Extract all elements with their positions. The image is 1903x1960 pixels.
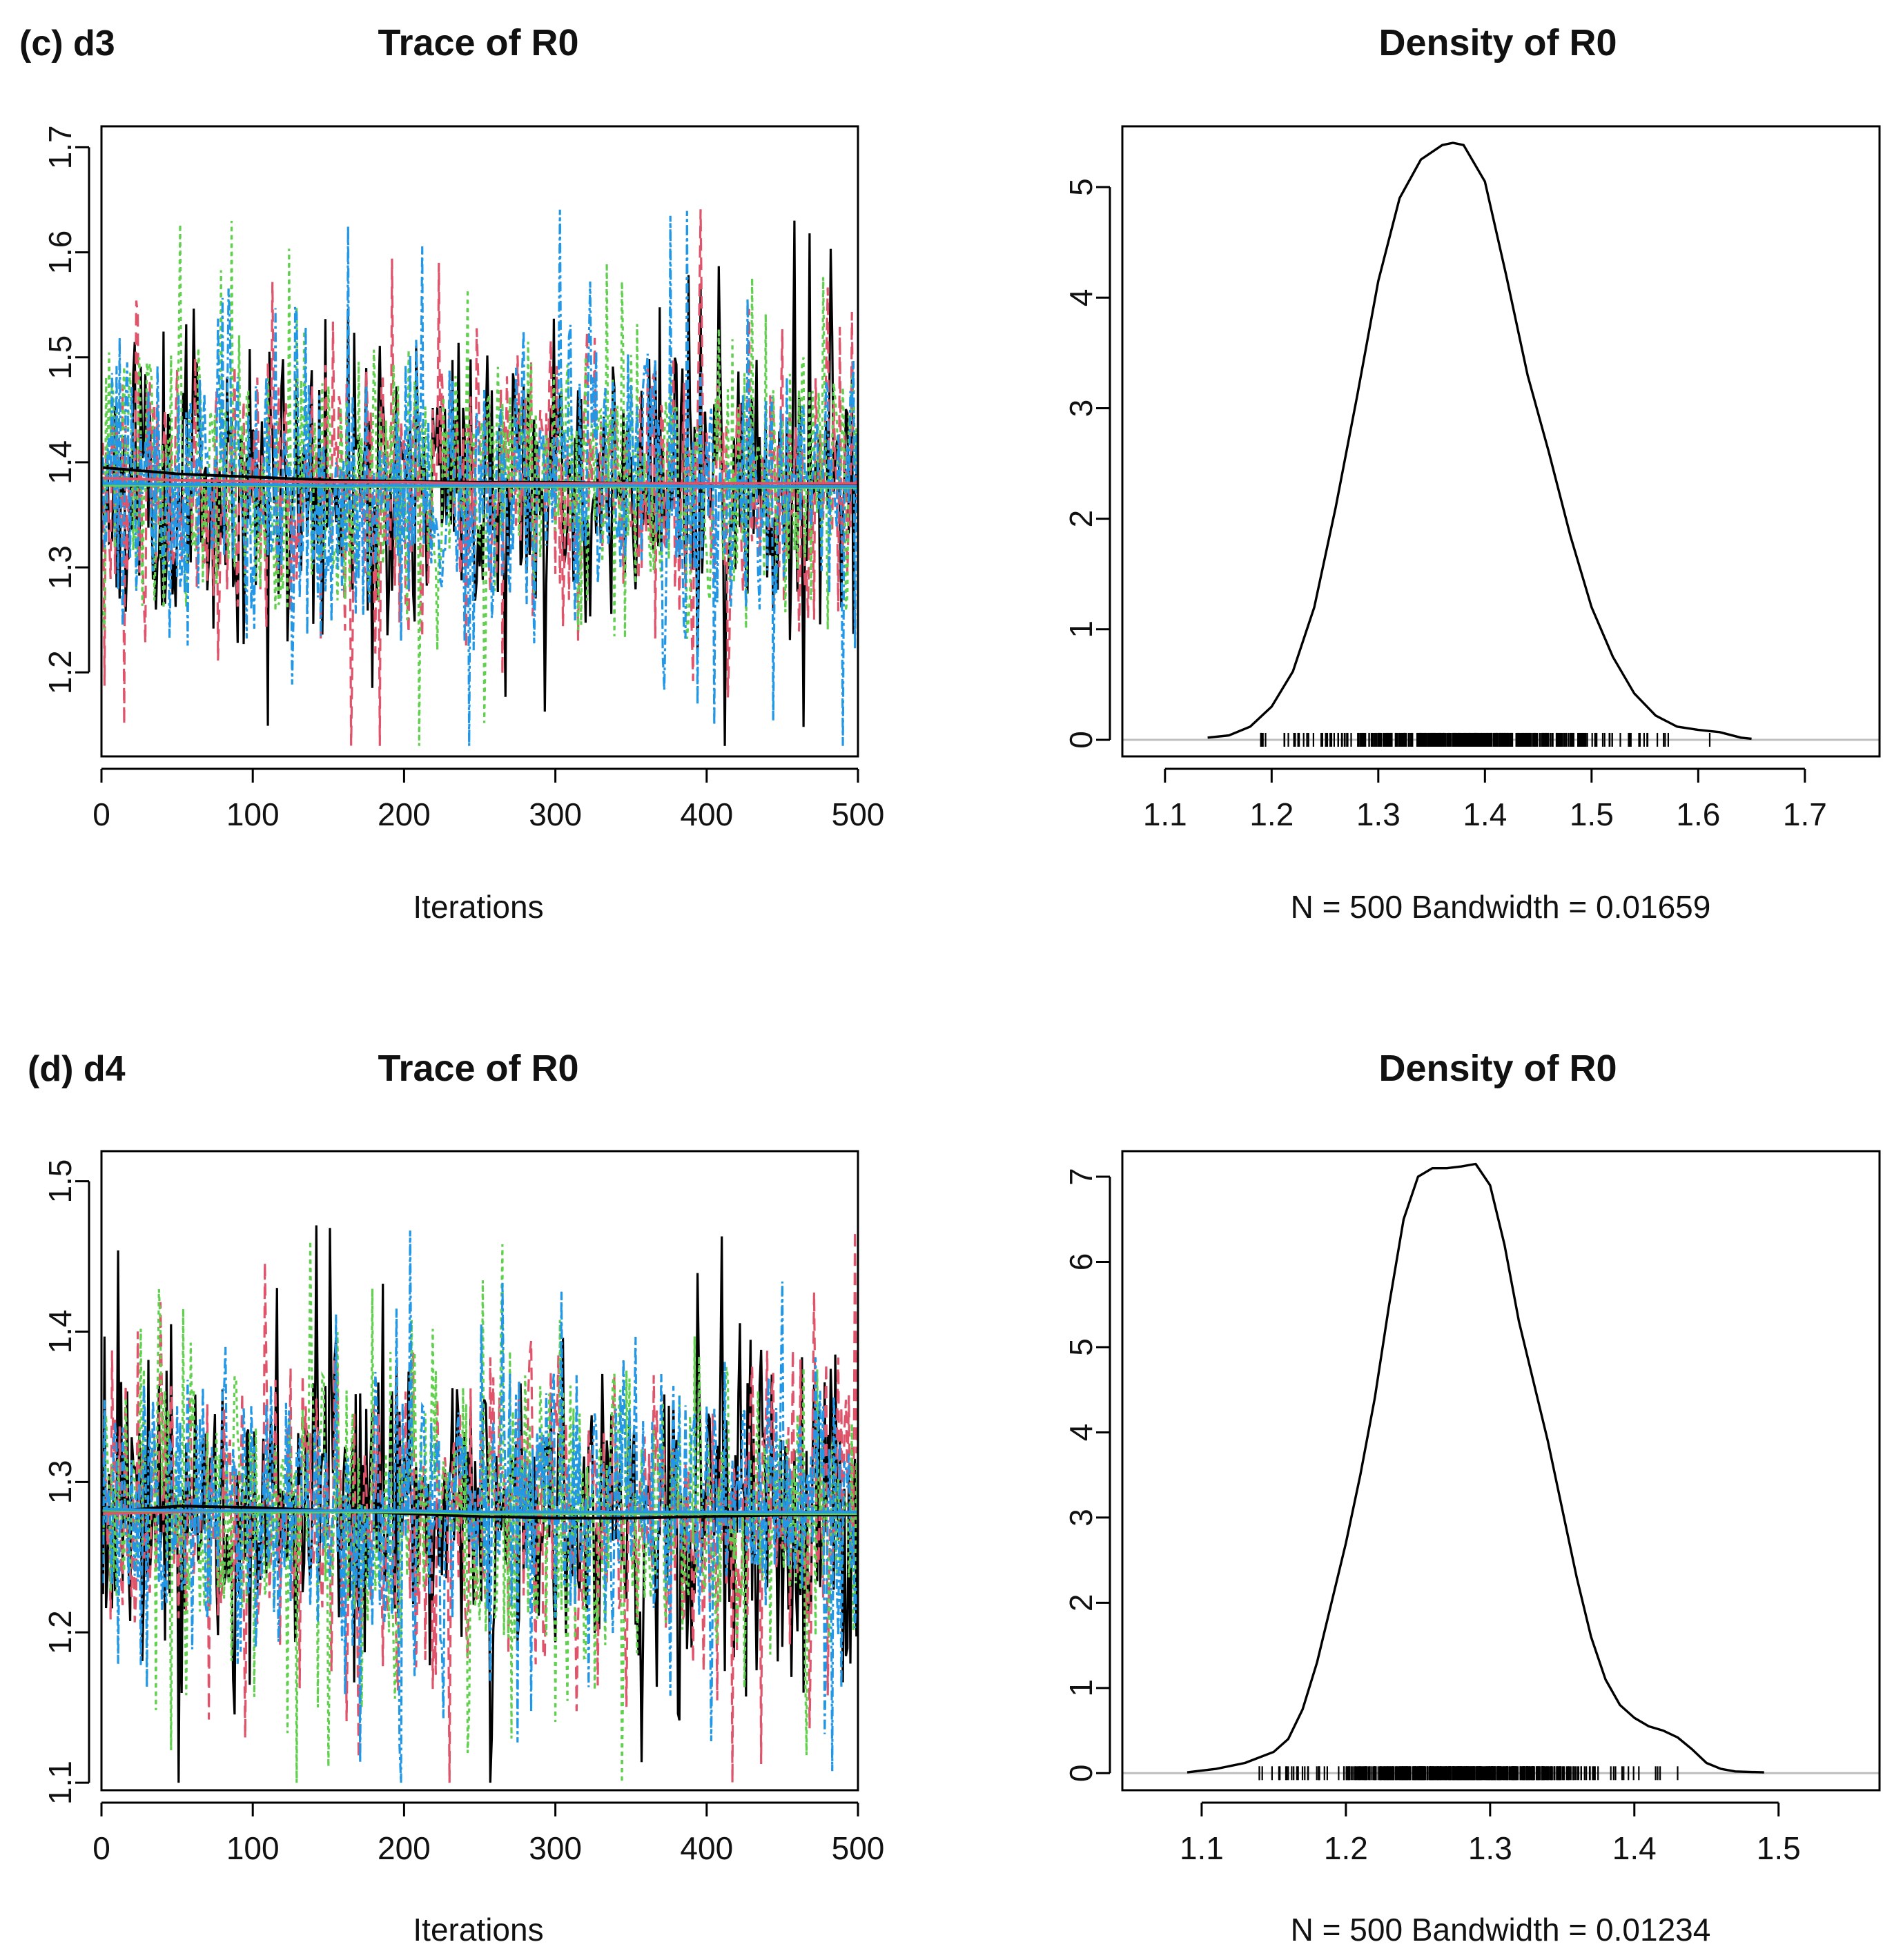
y-tick-label: 1.4	[42, 1309, 78, 1353]
y-tick-label: 2	[1063, 510, 1099, 528]
y-tick-label: 1.3	[42, 545, 78, 589]
y-tick-label: 6	[1063, 1253, 1099, 1271]
y-tick-label: 2	[1063, 1594, 1099, 1612]
trace-series-3	[101, 1241, 859, 1783]
x-tick-label: 300	[529, 796, 582, 832]
plot-frame	[100, 1150, 859, 1792]
x-tick-label: 1.2	[1324, 1830, 1368, 1866]
y-tick-label: 3	[1063, 1509, 1099, 1527]
x-tick-label: 1.5	[1757, 1830, 1801, 1866]
density-curve	[1187, 1162, 1764, 1774]
plot-title: Trace of R0	[378, 22, 578, 63]
y-tick-label: 1.4	[42, 440, 78, 484]
y-tick-label: 1	[1063, 1679, 1099, 1697]
y-tick-label: 1.2	[42, 1610, 78, 1654]
x-tick-label: 400	[680, 796, 733, 832]
x-tick-label: 1.7	[1783, 796, 1827, 832]
y-tick-label: 0	[1063, 731, 1099, 749]
x-tick-label: 100	[226, 796, 280, 832]
panel-label-d: (d) d4	[28, 1049, 126, 1089]
y-tick-label: 1.5	[42, 335, 78, 380]
running-mean-1	[103, 1505, 858, 1520]
x-axis-label: N = 500 Bandwidth = 0.01234	[1291, 1912, 1711, 1948]
x-tick-label: 1.3	[1356, 796, 1401, 832]
rug	[1258, 1766, 1679, 1781]
x-tick-label: 1.4	[1463, 796, 1507, 832]
running-mean-4	[103, 482, 858, 488]
trace-plot-d: (d) d4 Trace of R0 0 100 200 300 400 500 1.1 1…	[28, 1048, 884, 1948]
x-tick-label: 500	[832, 796, 885, 832]
density-plot-d: Density of R0 1.1 1.2 1.3 1.4 1.5 0 1 2 3 4 5 6 7 N…	[1063, 1048, 1881, 1948]
plot-title: Density of R0	[1378, 22, 1617, 63]
plot-frame	[1121, 125, 1881, 758]
y-tick-label: 1.1	[42, 1761, 78, 1805]
plot-frame	[1121, 1150, 1881, 1792]
x-axis-label: N = 500 Bandwidth = 0.01659	[1291, 889, 1711, 925]
y-tick-label: 7	[1063, 1168, 1099, 1186]
x-tick-label: 1.1	[1143, 796, 1187, 832]
density-plot-c: Density of R0 1.1 1.2 1.3 1.4 1.5 1.6 1.7 0 1 2 3…	[1063, 22, 1881, 925]
y-tick-label: 4	[1063, 1424, 1099, 1442]
y-tick-label: 1	[1063, 620, 1099, 638]
x-tick-label: 0	[92, 1830, 110, 1866]
y-tick-label: 1.5	[42, 1159, 78, 1204]
y-tick-label: 4	[1063, 288, 1099, 306]
trace-plot-c: (c) d3 Trace of R0 0 100 200 300 400 500 1.2 1…	[19, 22, 884, 925]
x-tick-label: 1.5	[1570, 796, 1614, 832]
x-tick-label: 1.4	[1612, 1830, 1657, 1866]
x-axis-label: Iterations	[413, 1912, 543, 1948]
x-tick-label: 1.2	[1249, 796, 1294, 832]
x-tick-label: 500	[832, 1830, 885, 1866]
x-axis-label: Iterations	[413, 889, 543, 925]
x-tick-label: 100	[226, 1830, 280, 1866]
plot-frame	[100, 125, 859, 758]
y-tick-label: 5	[1063, 1338, 1099, 1356]
density-curve	[1207, 141, 1752, 741]
x-tick-label: 200	[378, 1830, 431, 1866]
x-tick-label: 1.3	[1468, 1830, 1512, 1866]
x-tick-label: 400	[680, 1830, 733, 1866]
y-tick-label: 3	[1063, 400, 1099, 418]
plot-title: Density of R0	[1378, 1048, 1617, 1089]
x-tick-label: 200	[378, 796, 431, 832]
y-tick-label: 0	[1063, 1765, 1099, 1783]
y-tick-label: 1.6	[42, 231, 78, 275]
running-mean-2	[103, 476, 858, 485]
x-tick-label: 300	[529, 1830, 582, 1866]
x-tick-label: 1.6	[1676, 796, 1720, 832]
trace-series-4	[101, 1230, 859, 1783]
rug	[1260, 732, 1711, 747]
trace-series-2	[101, 209, 859, 746]
trace-series-3	[101, 220, 859, 746]
running-mean-4	[103, 1507, 858, 1513]
trace-series-2	[101, 1231, 859, 1783]
panel-label-c: (c) d3	[19, 23, 115, 63]
trace-series-4	[101, 209, 859, 746]
y-tick-label: 1.2	[42, 650, 78, 694]
y-tick-label: 1.7	[42, 125, 78, 169]
x-tick-label: 0	[92, 796, 110, 832]
x-tick-label: 1.1	[1180, 1830, 1224, 1866]
plot-title: Trace of R0	[378, 1048, 578, 1089]
y-tick-label: 5	[1063, 178, 1099, 196]
y-tick-label: 1.3	[42, 1460, 78, 1504]
